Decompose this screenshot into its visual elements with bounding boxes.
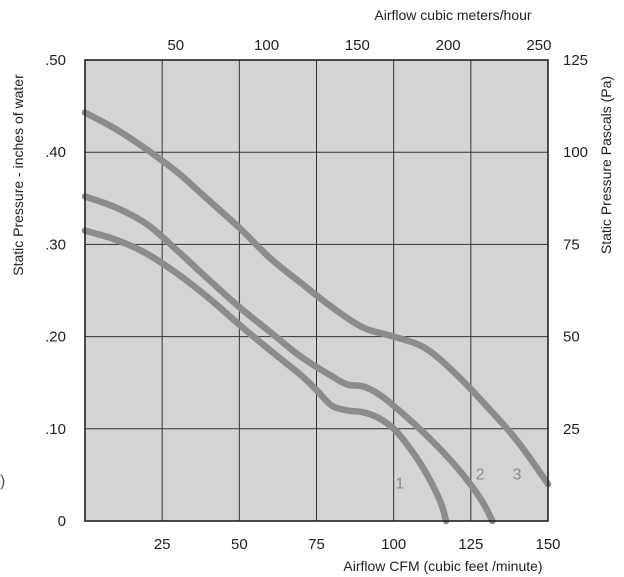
curve-3 — [81, 109, 552, 488]
y2-tick-label: 50 — [563, 329, 580, 346]
x-tick-label: 50 — [231, 536, 248, 553]
x2-tick-label: 250 — [526, 37, 551, 54]
x-axis-top-ticks: 50 100 150 200 250 — [167, 37, 551, 54]
x-axis-bottom-ticks: 25 50 75 100 125 150 — [154, 536, 561, 553]
performance-curves — [81, 109, 552, 525]
y-axis-right-ticks: 25 50 75 100 125 — [563, 52, 588, 438]
x2-tick-label: 150 — [345, 37, 370, 54]
curve-labels: 1 2 3 — [395, 467, 521, 493]
y-axis-left-ticks: 0 .10 .20 .30 .40 .50 — [45, 52, 66, 530]
y-tick-label: 0 — [58, 513, 66, 530]
y-tick-label: .40 — [45, 144, 66, 161]
y2-tick-label: 125 — [563, 52, 588, 69]
x-tick-label: 75 — [308, 536, 325, 553]
y2-axis-title: Static Pressure Pascals (Pa) — [598, 76, 614, 254]
x-axis-title: Airflow CFM (cubic feet /minute) — [343, 558, 542, 574]
curve-label-1: 1 — [395, 476, 404, 493]
y2-tick-label: 100 — [563, 144, 588, 161]
curve-2 — [81, 193, 496, 525]
x2-axis-title: Airflow cubic meters/hour — [374, 7, 532, 23]
plot-frame — [84, 59, 549, 522]
gridlines — [85, 60, 548, 521]
y-axis-title: Static Pressure - inches of water — [10, 74, 26, 276]
y-tick-label: .10 — [45, 421, 66, 438]
x2-tick-label: 100 — [254, 37, 279, 54]
stray-bracket-mark: ) — [0, 473, 6, 490]
y-tick-label: .50 — [45, 52, 66, 69]
curve-label-2: 2 — [476, 467, 485, 484]
y-tick-label: .20 — [45, 329, 66, 346]
x-tick-label: 150 — [535, 536, 560, 553]
curve-1 — [81, 227, 450, 525]
curve-label-3: 3 — [513, 467, 522, 484]
x-tick-label: 25 — [154, 536, 171, 553]
x2-tick-label: 200 — [436, 37, 461, 54]
y2-tick-label: 75 — [563, 236, 580, 253]
x-tick-label: 125 — [458, 536, 483, 553]
y2-tick-label: 25 — [563, 421, 580, 438]
x-tick-label: 100 — [381, 536, 406, 553]
y-tick-label: .30 — [45, 236, 66, 253]
x2-tick-label: 50 — [167, 37, 184, 54]
